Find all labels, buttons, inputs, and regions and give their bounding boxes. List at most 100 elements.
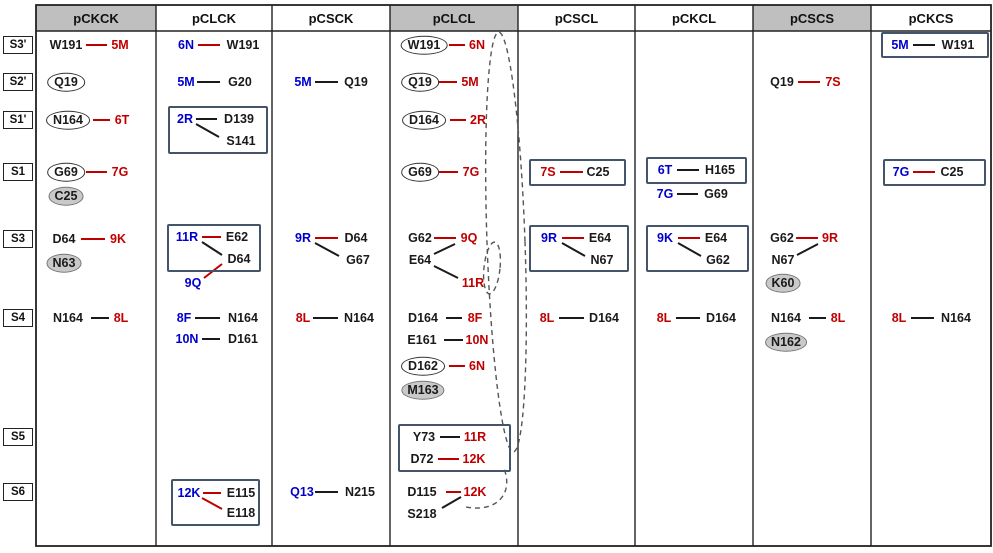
- residue-pCKCK-8L: 8L: [113, 310, 129, 325]
- residue-pCSCK-N215: N215: [345, 484, 375, 499]
- residue-pCLCK-E62: E62: [225, 229, 249, 244]
- residue-pCLCL-D164: D164: [408, 310, 438, 325]
- column-header-pCLCL: pCLCL: [390, 5, 518, 31]
- residue-pCSCK-8L: 8L: [295, 310, 311, 325]
- residue-pCLCL-Y73: Y73: [412, 429, 436, 444]
- residue-pCKCL-E64: E64: [704, 230, 728, 245]
- residue-pCKCL-6T: 6T: [657, 162, 673, 177]
- residue-pCLCK-6N: 6N: [178, 37, 194, 52]
- residue-pCLCK-5M: 5M: [177, 74, 195, 89]
- residue-pCLCK-8F: 8F: [176, 310, 192, 325]
- residue-pCLCL-7G: 7G: [462, 164, 480, 179]
- residue-pCKCL-9K: 9K: [657, 230, 673, 245]
- residue-pCSCS-N162-shaded: N162: [765, 332, 807, 352]
- residue-pCKCK-G69-circled: G69: [47, 162, 85, 182]
- residue-pCKCL-G62: G62: [706, 252, 730, 267]
- residue-pCKCK-N164-circled: N164: [46, 110, 90, 130]
- residue-pCLCL-8F: 8F: [467, 310, 483, 325]
- residue-pCSCS-9R: 9R: [822, 230, 838, 245]
- column-header-pCSCS: pCSCS: [753, 5, 871, 31]
- residue-pCKCK-Q19-circled: Q19: [47, 72, 85, 92]
- residue-pCLCL-G69-circled: G69: [401, 162, 439, 182]
- residue-pCLCL-10N: 10N: [465, 332, 489, 347]
- residue-pCLCK-12K: 12K: [177, 485, 201, 500]
- column-header-pCKCK: pCKCK: [36, 5, 156, 31]
- row-label-S6: S6: [3, 483, 33, 501]
- residue-pCKCS-5M: 5M: [891, 37, 909, 52]
- residue-pCLCK-G20: G20: [228, 74, 252, 89]
- residue-pCLCL-G62: G62: [408, 230, 432, 245]
- residue-pCKCK-7G: 7G: [111, 164, 129, 179]
- residue-pCLCK-E118: E118: [226, 505, 256, 520]
- column-header-pCSCL: pCSCL: [518, 5, 635, 31]
- residue-pCLCL-12K: 12K: [463, 484, 487, 499]
- residue-pCSCL-7S: 7S: [540, 164, 556, 179]
- residue-pCKCK-N164: N164: [53, 310, 83, 325]
- residue-pCKCK-6T: 6T: [114, 112, 130, 127]
- column-header-pCLCK: pCLCK: [156, 5, 272, 31]
- residue-pCLCL-6N: 6N: [469, 358, 485, 373]
- residue-pCSCS-G62: G62: [770, 230, 794, 245]
- column-header-pCKCS: pCKCS: [871, 5, 991, 31]
- row-label-S3p: S3': [3, 36, 33, 54]
- residue-pCSCK-G67: G67: [346, 252, 370, 267]
- column-header-pCKCL: pCKCL: [635, 5, 753, 31]
- residue-pCKCK-D64: D64: [52, 231, 76, 246]
- residue-pCSCL-E64: E64: [588, 230, 612, 245]
- residue-pCLCL-D115: D115: [407, 484, 437, 499]
- residue-pCLCL-D72: D72: [410, 451, 434, 466]
- residue-pCLCL-E64: E64: [408, 252, 432, 267]
- residue-pCLCK-9Q: 9Q: [184, 275, 202, 290]
- residue-pCKCK-W191: W191: [49, 37, 83, 52]
- residue-pCKCS-7G: 7G: [892, 164, 910, 179]
- residue-pCSCS-N164: N164: [771, 310, 801, 325]
- residue-pCSCS-K60-shaded: K60: [765, 273, 801, 293]
- residue-pCLCL-5M: 5M: [461, 74, 479, 89]
- residue-pCLCK-N164: N164: [228, 310, 258, 325]
- residue-pCKCK-9K: 9K: [110, 231, 126, 246]
- residue-pCLCL-2R: 2R: [470, 112, 486, 127]
- residue-pCSCS-Q19: Q19: [770, 74, 794, 89]
- residue-pCLCK-D139: D139: [224, 111, 254, 126]
- residue-pCSCL-D164: D164: [589, 310, 619, 325]
- residue-pCLCK-W191: W191: [226, 37, 260, 52]
- residue-pCLCL-M163-shaded: M163: [401, 380, 445, 400]
- residue-pCSCL-9R: 9R: [541, 230, 557, 245]
- residue-pCSCL-N67: N67: [590, 252, 614, 267]
- residue-pCSCS-N67: N67: [771, 252, 795, 267]
- residue-pCLCL-E161: E161: [407, 332, 437, 347]
- residue-pCSCK-D64: D64: [344, 230, 368, 245]
- residue-pCSCL-8L: 8L: [539, 310, 555, 325]
- residue-pCKCL-7G: 7G: [656, 186, 674, 201]
- row-label-S1: S1: [3, 163, 33, 181]
- column-header-pCSCK: pCSCK: [272, 5, 390, 31]
- residue-pCLCL-S218: S218: [407, 506, 437, 521]
- residue-pCLCL-6N: 6N: [469, 37, 485, 52]
- residue-pCKCL-H165: H165: [705, 162, 735, 177]
- residue-pCKCL-8L: 8L: [656, 310, 672, 325]
- residue-pCSCS-7S: 7S: [825, 74, 841, 89]
- residue-pCLCK-2R: 2R: [177, 111, 193, 126]
- residue-pCKCK-N63-shaded: N63: [46, 253, 82, 273]
- residue-pCKCL-G69: G69: [704, 186, 728, 201]
- residue-pCLCL-Q19-circled: Q19: [401, 72, 439, 92]
- residue-pCKCK-C25-shaded: C25: [48, 186, 84, 206]
- residue-pCLCK-D64: D64: [227, 251, 251, 266]
- residue-pCKCS-8L: 8L: [891, 310, 907, 325]
- residue-pCLCL-12K: 12K: [462, 451, 486, 466]
- residue-pCLCL-11R: 11R: [463, 429, 487, 444]
- residue-pCLCK-11R: 11R: [175, 229, 199, 244]
- residue-pCLCL-D164-circled: D164: [402, 110, 446, 130]
- residue-pCKCK-5M: 5M: [111, 37, 129, 52]
- residue-pCKCL-D164: D164: [706, 310, 736, 325]
- residue-pCSCK-5M: 5M: [294, 74, 312, 89]
- residue-pCLCL-9Q: 9Q: [460, 230, 478, 245]
- residue-pCSCK-Q13: Q13: [290, 484, 314, 499]
- row-label-S3: S3: [3, 230, 33, 248]
- residue-pCLCK-10N: 10N: [175, 331, 199, 346]
- residue-pCLCK-D161: D161: [228, 331, 258, 346]
- residue-pCLCK-S141: S141: [226, 133, 256, 148]
- residue-pCSCL-C25: C25: [586, 164, 610, 179]
- residue-pCLCL-D162-circled: D162: [401, 356, 445, 376]
